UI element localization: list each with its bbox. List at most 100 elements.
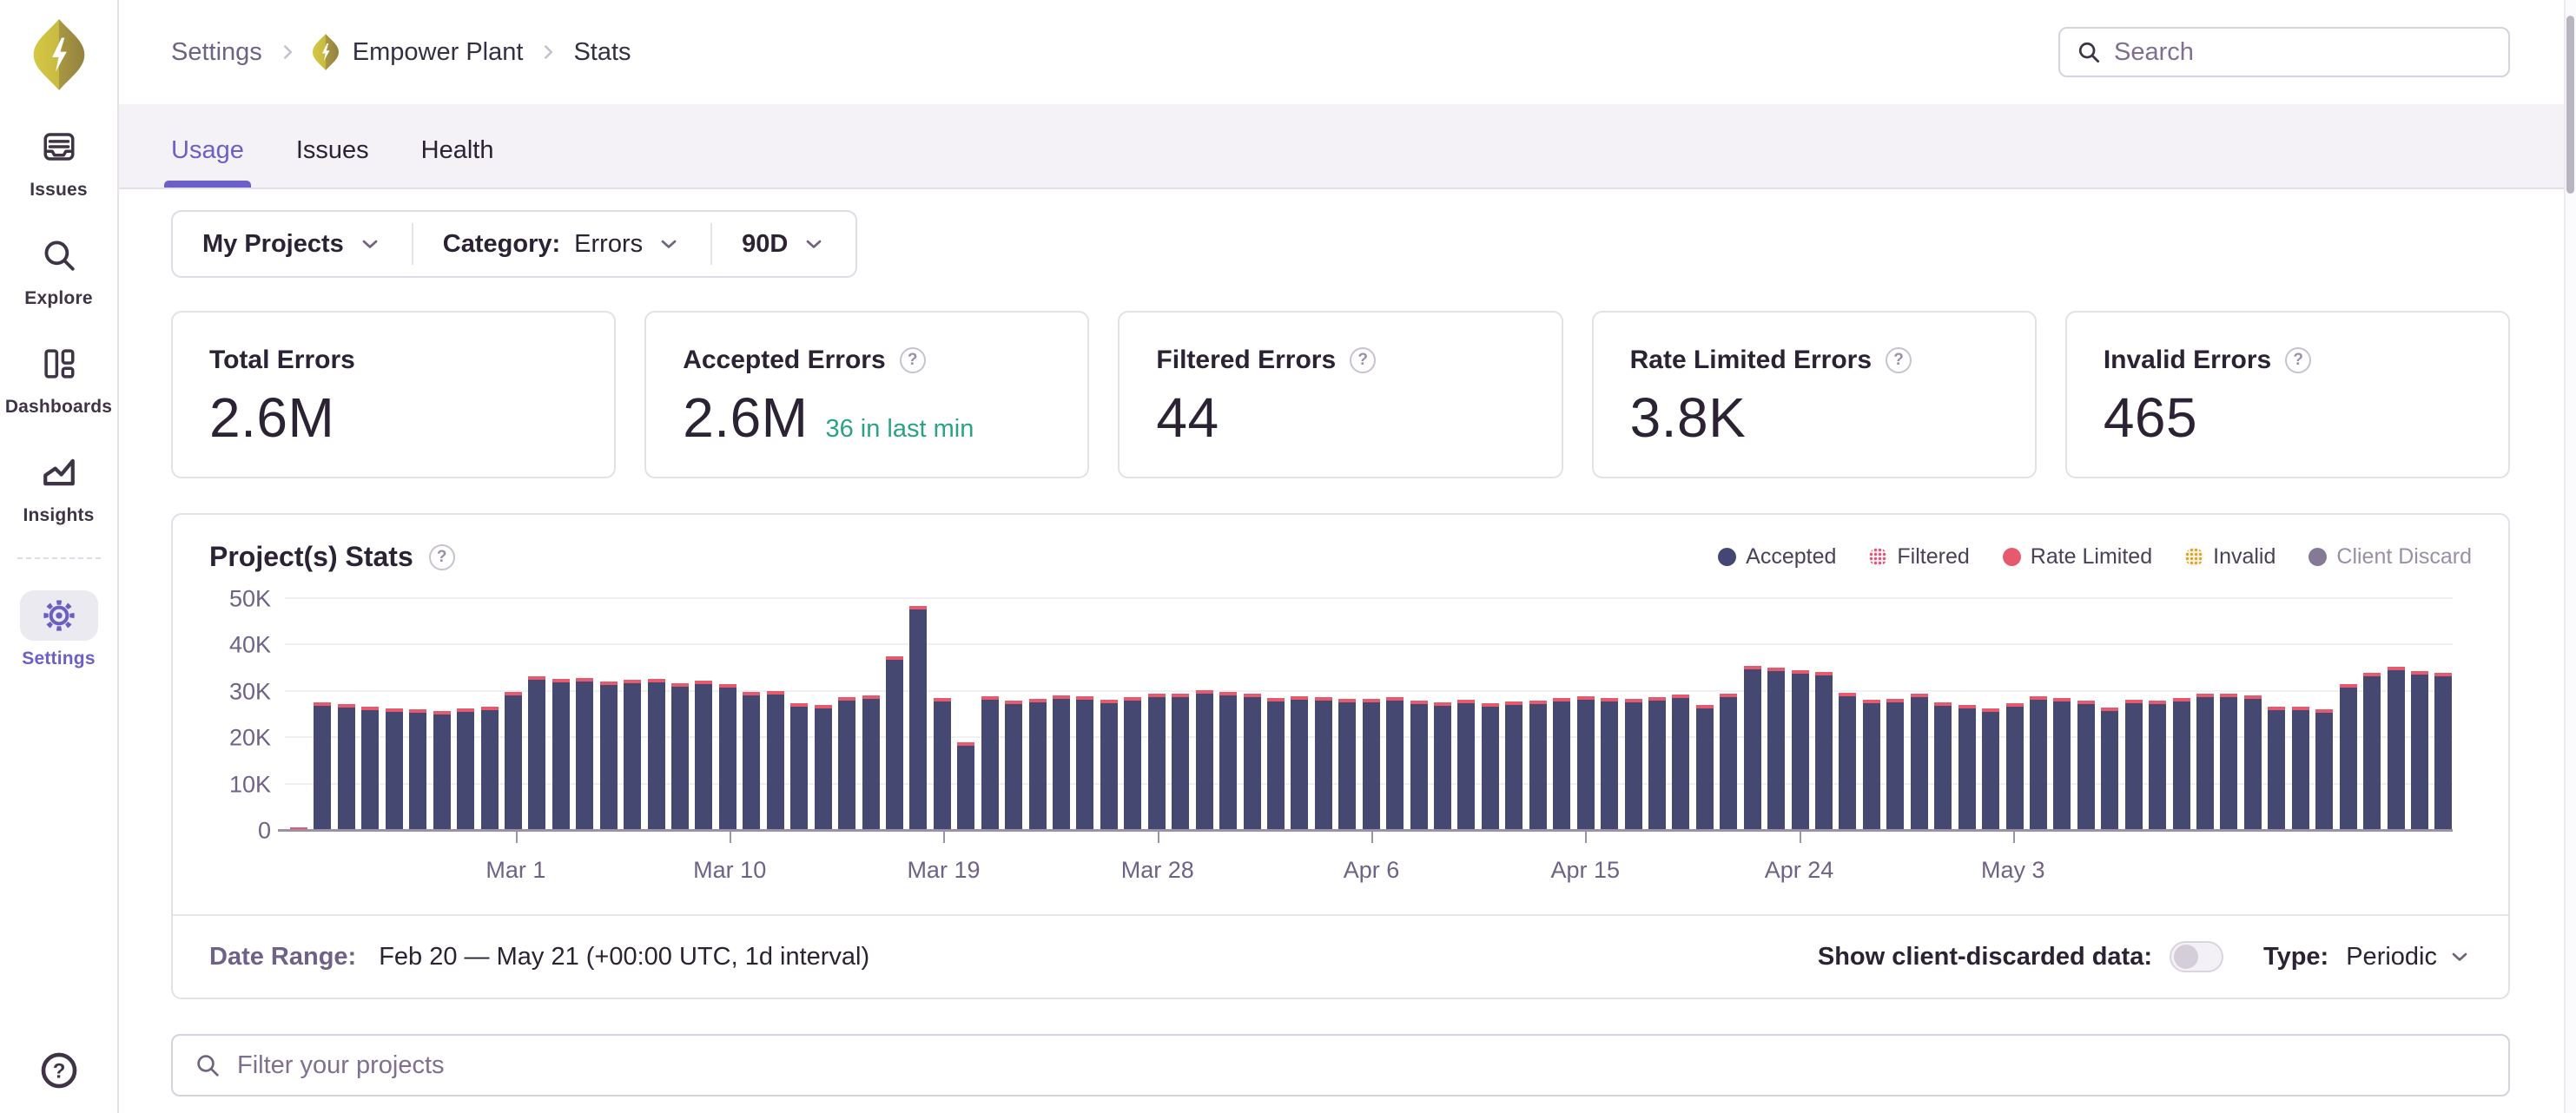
help-button[interactable]: ? [39,1050,79,1090]
chart-bar[interactable] [504,692,522,831]
question-circle-icon[interactable]: ? [899,347,926,373]
chart-bar[interactable] [1100,700,1118,831]
chart-bar[interactable] [909,606,928,831]
global-search-input[interactable] [2114,37,2493,67]
chart-bar[interactable] [1886,699,1905,831]
chart-bar[interactable] [1982,708,2000,831]
chart-bar[interactable] [766,691,784,831]
sidebar-item-dashboards[interactable]: Dashboards [0,339,117,418]
chart-bar[interactable] [2291,707,2309,831]
chart-bar[interactable] [433,711,451,831]
chart-bar[interactable] [314,702,332,831]
chart-bar[interactable] [1743,666,1761,831]
breadcrumb-project[interactable]: Empower Plant [352,37,524,66]
chart-bar[interactable] [1053,695,1070,831]
chart-bar[interactable] [624,680,642,831]
project-filter-box[interactable] [171,1034,2510,1097]
chart-bar[interactable] [1624,699,1642,831]
chart-bar[interactable] [718,684,736,831]
legend-client-discard[interactable]: Client Discard [2308,544,2472,570]
chart-bar[interactable] [2434,673,2453,831]
chart-bar[interactable] [2410,671,2428,831]
chart-bar[interactable] [480,707,499,831]
chart-bar[interactable] [1839,693,1857,831]
chart-bar[interactable] [1481,703,1499,831]
legend-invalid[interactable]: Invalid [2185,544,2275,570]
chart-bar[interactable] [1314,697,1332,831]
chart-bar[interactable] [1147,694,1166,831]
chart-bar[interactable] [1767,668,1786,831]
question-circle-icon[interactable]: ? [1886,347,1912,373]
chart-bar[interactable] [862,695,880,831]
chart-bar[interactable] [1695,705,1714,831]
sentry-logo-icon[interactable] [33,19,85,90]
chart-bar[interactable] [1005,701,1023,831]
chart-bar[interactable] [385,708,403,831]
chart-bar[interactable] [2101,708,2119,831]
chart-bar[interactable] [337,704,355,831]
chart-bar[interactable] [1172,694,1190,831]
chart-bar[interactable] [1219,692,1238,831]
chart-bar[interactable] [1791,670,1809,831]
chart-bar[interactable] [1505,701,1523,831]
chart-bar[interactable] [885,656,903,831]
global-search-box[interactable] [2058,27,2510,77]
chart-bar[interactable] [2268,707,2286,831]
chart-bar[interactable] [1601,698,1619,831]
chart-bar[interactable] [1553,698,1571,831]
chart-bar[interactable] [2196,694,2214,831]
chart-bar[interactable] [1266,698,1285,831]
tab-usage[interactable]: Usage [164,136,251,188]
question-circle-icon[interactable]: ? [1350,347,1377,373]
chart-bar[interactable] [671,683,689,831]
chart-bar[interactable] [1457,700,1476,831]
chart-bar[interactable] [2387,667,2405,831]
chart-bar[interactable] [2029,696,2047,831]
legend-accepted[interactable]: Accepted [1718,544,1836,570]
chart-bar[interactable] [814,705,832,831]
breadcrumb-settings[interactable]: Settings [171,37,262,66]
chart-bar[interactable] [1410,701,1428,831]
chart-bar[interactable] [695,681,713,831]
chart-bar[interactable] [1124,697,1142,831]
legend-filtered[interactable]: Filtered [1869,544,1970,570]
chart-bar[interactable] [1243,694,1261,831]
chart-bar[interactable] [2315,709,2334,831]
sidebar-item-issues[interactable]: Issues [0,122,117,201]
chart-bar[interactable] [409,709,427,831]
chart-bar[interactable] [1434,702,1451,831]
sidebar-item-settings[interactable]: Settings [0,590,117,669]
chart-bar[interactable] [1028,699,1047,831]
sidebar-item-insights[interactable]: Insights [0,447,117,526]
chart-bar[interactable] [981,696,999,831]
client-discard-toggle[interactable] [2170,941,2224,972]
chart-bar[interactable] [1720,694,1738,831]
chart-bar[interactable] [2172,698,2190,831]
category-selector[interactable]: Category: Errors [413,212,710,276]
chart-bar[interactable] [2005,703,2024,831]
chart-bar[interactable] [933,698,951,831]
chart-bar[interactable] [361,707,380,831]
chart-bar[interactable] [838,697,856,831]
legend-rate-limited[interactable]: Rate Limited [2002,544,2152,570]
chart-bar[interactable] [790,703,809,831]
chart-bar[interactable] [528,676,546,831]
chart-bar[interactable] [2124,700,2143,831]
chart-bar[interactable] [1195,690,1213,831]
chart-bar[interactable] [743,692,761,831]
tab-health[interactable]: Health [420,136,494,164]
chart-bar[interactable] [1076,696,1094,831]
chart-bar[interactable] [1910,694,1928,831]
chart-bar[interactable] [957,742,975,831]
chart-bar[interactable] [2077,701,2095,831]
chart-bar[interactable] [576,678,594,831]
chart-bar[interactable] [2149,701,2167,831]
chart-bar[interactable] [1338,699,1357,831]
chart-bar[interactable] [1362,699,1380,831]
chart-bar[interactable] [2243,695,2262,831]
tab-issues[interactable]: Issues [295,136,369,164]
date-range-selector[interactable]: 90D [712,212,855,276]
chart-bar[interactable] [2363,673,2381,831]
chart-plot[interactable]: 0 10K 20K 30K 40K 50K Mar 1 Mar 10 Mar 19 Mar 28 A… [229,586,2453,883]
chart-bar[interactable] [1386,697,1404,831]
